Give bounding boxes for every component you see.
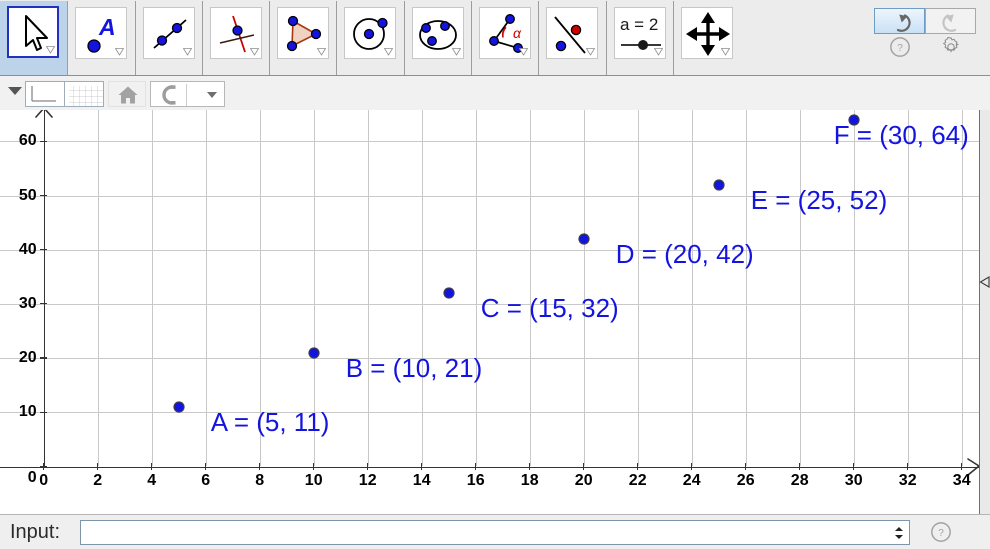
svg-text:?: ? xyxy=(938,528,944,539)
svg-text:A: A xyxy=(98,14,116,40)
svg-text:a = 2: a = 2 xyxy=(620,15,658,34)
svg-text:α: α xyxy=(513,25,522,41)
svg-text:?: ? xyxy=(897,43,903,54)
